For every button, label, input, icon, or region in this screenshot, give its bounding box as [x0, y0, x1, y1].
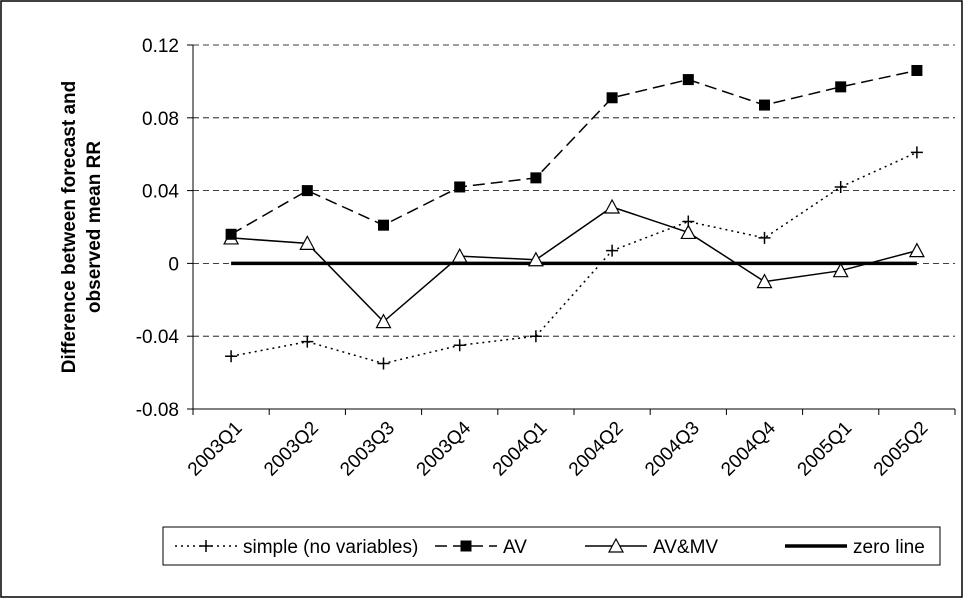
marker	[604, 198, 621, 214]
marker	[299, 235, 316, 250]
marker	[460, 540, 472, 552]
marker	[607, 537, 625, 553]
marker	[680, 224, 697, 240]
marker	[451, 247, 468, 263]
y-tick-label: -0.04	[136, 327, 180, 348]
marker	[756, 273, 773, 289]
marker	[606, 244, 619, 257]
legend-label: AV&MV	[653, 537, 718, 558]
marker	[911, 64, 923, 76]
marker	[834, 180, 847, 193]
y-tick-label: 0	[168, 254, 179, 275]
y-tick-label: 0.12	[142, 36, 179, 57]
marker	[529, 330, 542, 343]
y-axis-label: Difference between forecast and	[59, 81, 80, 373]
marker	[453, 339, 466, 352]
y-tick-label: -0.08	[136, 400, 179, 421]
series-line	[231, 206, 918, 323]
marker	[758, 231, 771, 244]
legend-label: zero line	[853, 537, 925, 558]
marker	[301, 185, 313, 197]
marker	[908, 242, 925, 258]
marker	[527, 251, 544, 267]
series-line	[230, 151, 918, 365]
marker	[682, 215, 695, 228]
series-line	[230, 69, 918, 235]
marker	[835, 81, 847, 93]
marker	[225, 350, 238, 363]
marker	[530, 172, 542, 184]
y-tick-label: 0.08	[142, 109, 179, 130]
y-tick-label: 0.04	[142, 182, 179, 203]
marker	[200, 540, 212, 552]
legend-label: AV	[503, 537, 527, 558]
marker	[606, 92, 618, 104]
marker	[832, 262, 849, 278]
marker	[759, 99, 770, 111]
marker	[682, 74, 694, 86]
y-axis-label: observed mean RR	[84, 141, 105, 313]
marker	[378, 219, 389, 231]
marker	[454, 181, 466, 193]
marker	[225, 228, 237, 240]
marker	[910, 146, 923, 159]
legend-label: simple (no variables)	[243, 537, 418, 558]
marker	[301, 335, 314, 348]
marker	[377, 357, 390, 370]
marker	[375, 313, 392, 329]
